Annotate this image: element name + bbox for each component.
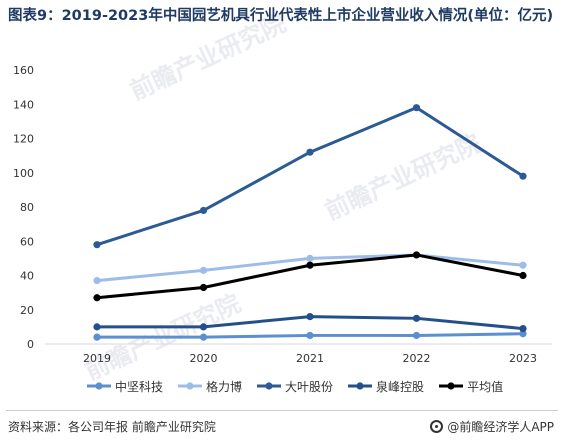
brand-text: @前瞻经济学人APP — [447, 420, 554, 434]
legend-item: 格力博 — [177, 378, 242, 395]
legend-label: 格力博 — [206, 379, 243, 394]
legend-item: 中坚科技 — [86, 378, 163, 395]
data-point — [519, 324, 527, 333]
data-point — [199, 333, 208, 341]
chart-title: 图表9：2019-2023年中国园艺机具行业代表性上市企业营业收入情况(单位：亿… — [8, 8, 554, 24]
series-5 — [93, 251, 527, 302]
legend: 中坚科技 格力博 大叶股份 泉峰控股 平均值 — [86, 378, 517, 394]
source-note: 资料来源：各公司年报 前瞻产业研究院 — [8, 420, 216, 434]
y-axis: 0 20 40 60 80 100 120 140 160 — [13, 64, 34, 351]
data-point — [306, 313, 314, 321]
data-point — [199, 283, 208, 292]
y-tick-label: 60 — [20, 235, 34, 248]
legend-swatch — [438, 379, 464, 393]
y-tick-label: 40 — [20, 270, 34, 283]
data-point — [306, 254, 314, 262]
x-tick-label: 2021 — [296, 352, 324, 365]
y-tick-label: 120 — [13, 133, 34, 146]
data-point — [199, 266, 208, 274]
series-layer — [93, 104, 527, 341]
y-tick-label: 20 — [20, 304, 34, 317]
brand-credit: @前瞻经济学人APP — [430, 418, 554, 435]
x-axis: 2019 2020 2021 2022 2023 — [83, 352, 537, 365]
watermark-text: 前瞻产业研究院 — [321, 129, 485, 225]
data-point — [412, 104, 421, 112]
legend-item: 泉峰控股 — [347, 378, 424, 395]
legend-swatch — [256, 379, 282, 393]
data-point — [519, 172, 527, 180]
data-point — [519, 271, 527, 280]
x-tick-label: 2019 — [83, 352, 111, 365]
y-tick-label: 160 — [13, 64, 34, 77]
data-point — [93, 333, 101, 341]
y-tick-label: 100 — [13, 167, 34, 180]
series-4 — [93, 313, 527, 333]
watermark-layer: 前瞻产业研究院 前瞻产业研究院 前瞻产业研究院 — [81, 9, 485, 385]
legend-label: 平均值 — [467, 379, 504, 394]
data-point — [412, 331, 421, 340]
series-1 — [93, 330, 527, 341]
legend-label: 泉峰控股 — [376, 379, 425, 394]
data-point — [93, 294, 101, 302]
watermark-text: 前瞻产业研究院 — [126, 9, 290, 105]
legend-label: 大叶股份 — [285, 379, 334, 394]
data-point — [519, 261, 527, 269]
legend-swatch — [177, 379, 203, 393]
x-tick-label: 2023 — [509, 352, 537, 365]
x-tick-label: 2022 — [403, 352, 431, 365]
legend-item: 大叶股份 — [256, 378, 333, 395]
data-point — [199, 206, 208, 215]
data-point — [412, 314, 421, 322]
series-3 — [93, 104, 527, 249]
x-tick-label: 2020 — [190, 352, 218, 365]
legend-item: 平均值 — [438, 378, 503, 395]
data-point — [519, 330, 527, 338]
legend-label: 中坚科技 — [115, 379, 164, 394]
footer-divider — [6, 410, 558, 411]
y-tick-label: 0 — [27, 338, 34, 351]
data-point — [93, 241, 101, 249]
brand-logo-icon — [430, 420, 444, 433]
data-point — [306, 261, 314, 269]
y-tick-label: 80 — [20, 201, 34, 214]
y-tick-label: 140 — [13, 98, 34, 111]
series-line — [96, 106, 524, 247]
legend-swatch — [86, 379, 112, 393]
data-point — [412, 251, 421, 259]
legend-swatch — [347, 379, 373, 393]
data-point — [306, 148, 314, 156]
data-point — [93, 323, 101, 331]
data-point — [306, 331, 314, 340]
data-point — [93, 277, 101, 285]
data-point — [199, 323, 208, 331]
